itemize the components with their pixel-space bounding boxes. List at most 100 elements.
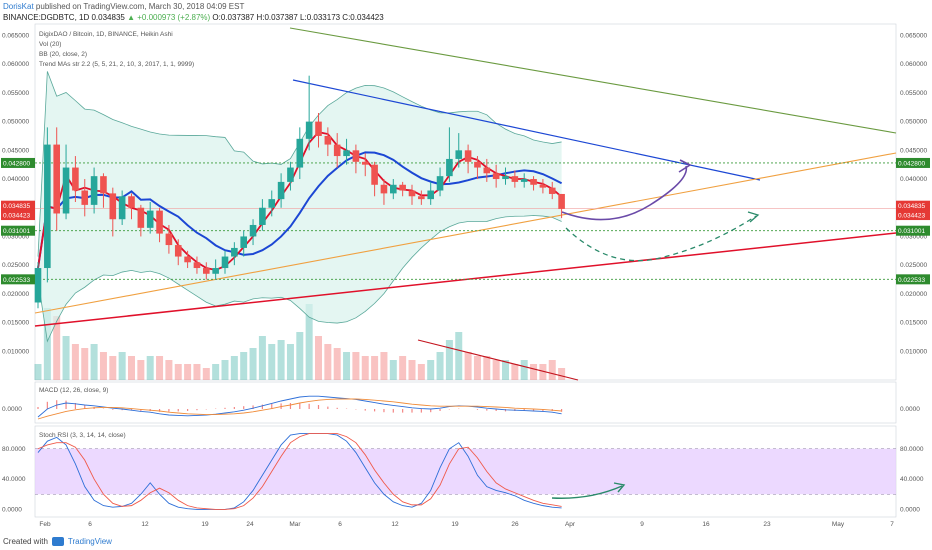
price-label-left: 0.031001	[3, 228, 30, 235]
volume-bar	[352, 352, 360, 380]
volume-bar	[530, 364, 538, 380]
candle-body	[371, 164, 378, 185]
volume-bar	[137, 360, 145, 380]
x-tick-label: 12	[391, 521, 399, 528]
volume-bar	[156, 356, 164, 380]
x-tick-label: Apr	[565, 521, 576, 528]
price-change: +0.000973 (+2.87%)	[137, 13, 211, 22]
x-tick-label: 6	[338, 521, 342, 528]
volume-bar	[539, 364, 547, 380]
volume-bar	[361, 356, 369, 380]
legend-title: DigixDAO / Bitcoin, 1D, BINANCE, Heikin …	[39, 31, 173, 38]
y-tick-label-right: 0.025000	[900, 262, 927, 269]
volume-bar	[286, 344, 294, 380]
y-tick-label-left: 0.010000	[2, 348, 29, 355]
price-label-bg-right	[896, 200, 930, 211]
stoch-arrowhead-icon	[613, 482, 626, 493]
projection-arrow-dashed	[565, 215, 757, 262]
candle-body	[539, 184, 547, 188]
price-label-right: 0.042800	[898, 160, 925, 167]
red-trendline	[34, 232, 897, 327]
y-tick-label-left: 0.030000	[2, 233, 29, 240]
candle-body	[81, 190, 89, 205]
blue-trendline	[292, 79, 761, 181]
volume-bar	[165, 360, 173, 380]
volume-bar	[548, 360, 556, 380]
candle-body	[249, 224, 257, 237]
price-label-bg-right	[896, 210, 930, 221]
candle-body	[240, 236, 247, 248]
candle-body	[520, 179, 528, 182]
volume-bar	[249, 348, 257, 380]
volume-bar	[408, 360, 416, 380]
candle-body	[137, 207, 145, 228]
stoch-y-tick-left: 0.0000	[2, 506, 22, 513]
symbol-text: BINANCE:DGDBTC, 1D	[3, 13, 90, 22]
volume-bar	[118, 352, 126, 380]
candle-body	[343, 150, 350, 157]
macd-line	[37, 395, 562, 418]
candle-body	[268, 199, 276, 208]
volume-bar	[455, 332, 463, 380]
up-arrow-icon: ▲	[127, 13, 135, 22]
stoch-y-tick-left: 40.0000	[2, 476, 26, 483]
candle-body	[128, 196, 135, 208]
volume-bar	[174, 364, 182, 380]
candle-body	[118, 196, 126, 220]
candle-body	[44, 144, 51, 269]
candle-body	[305, 121, 313, 139]
y-tick-label-right: 0.040000	[900, 176, 927, 183]
candle-body	[483, 167, 491, 174]
volume-bar	[202, 368, 210, 380]
volume-bar	[71, 344, 79, 380]
candle-body	[492, 173, 500, 180]
y-tick-label-left: 0.050000	[2, 119, 29, 126]
candle-body	[399, 184, 406, 191]
candle-body	[548, 187, 556, 194]
legend-stoch: Stoch RSI (3, 3, 14, 14, close)	[39, 432, 126, 439]
volume-bar	[240, 352, 248, 380]
volume-bar	[193, 364, 201, 380]
volume-bar	[315, 336, 322, 380]
macd-y-tick-right: 0.0000	[900, 406, 920, 413]
volume-bar	[417, 364, 425, 380]
x-tick-label: 23	[763, 521, 771, 528]
price-label-left: 0.034423	[3, 213, 30, 220]
volume-bar	[277, 340, 285, 380]
volume-bar	[53, 316, 61, 380]
price-label-left: 0.042800	[3, 160, 30, 167]
volume-bar	[90, 344, 98, 380]
candle-body	[146, 210, 154, 228]
y-tick-label-left: 0.045000	[2, 147, 29, 154]
candle-body	[380, 184, 388, 194]
author-link[interactable]: DorisKat	[3, 2, 34, 11]
candle-body	[212, 268, 219, 274]
candle-body	[333, 144, 341, 157]
volume-bar	[483, 356, 491, 380]
volume-bar	[212, 364, 220, 380]
volume-trendline	[417, 339, 579, 381]
y-tick-label-left: 0.015000	[2, 320, 29, 327]
candle-body	[109, 193, 117, 220]
volume-bar	[371, 356, 379, 380]
ohlc-values: O:0.037387 H:0.037387 L:0.033173 C:0.034…	[212, 13, 384, 22]
volume-bar	[305, 304, 313, 380]
bb-fill	[38, 71, 562, 342]
volume-bar	[184, 364, 192, 380]
footer-brand[interactable]: TradingView	[67, 537, 112, 546]
candle-body	[315, 121, 322, 136]
candle-body	[174, 245, 182, 257]
price-label-bg-left	[1, 157, 35, 168]
candle-body	[446, 158, 453, 177]
price-label-bg-left	[1, 274, 35, 285]
blue-ma-line	[37, 151, 563, 269]
candle-body	[427, 190, 434, 200]
price-label-right: 0.034423	[898, 213, 925, 220]
y-tick-label-right: 0.010000	[900, 348, 927, 355]
volume-bar	[464, 352, 472, 380]
volume-bar	[343, 352, 351, 380]
y-tick-label-right: 0.030000	[900, 233, 927, 240]
x-tick-label: 24	[246, 521, 254, 528]
volume-bar	[128, 356, 135, 380]
